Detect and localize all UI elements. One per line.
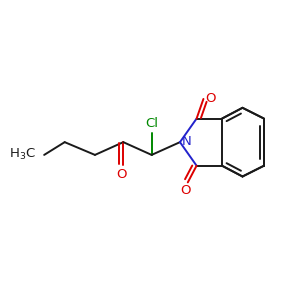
Text: N: N bbox=[182, 135, 192, 148]
Text: H$_3$C: H$_3$C bbox=[9, 147, 36, 163]
Text: O: O bbox=[116, 168, 127, 181]
Text: Cl: Cl bbox=[145, 117, 158, 130]
Text: O: O bbox=[181, 184, 191, 197]
Text: O: O bbox=[206, 92, 216, 106]
